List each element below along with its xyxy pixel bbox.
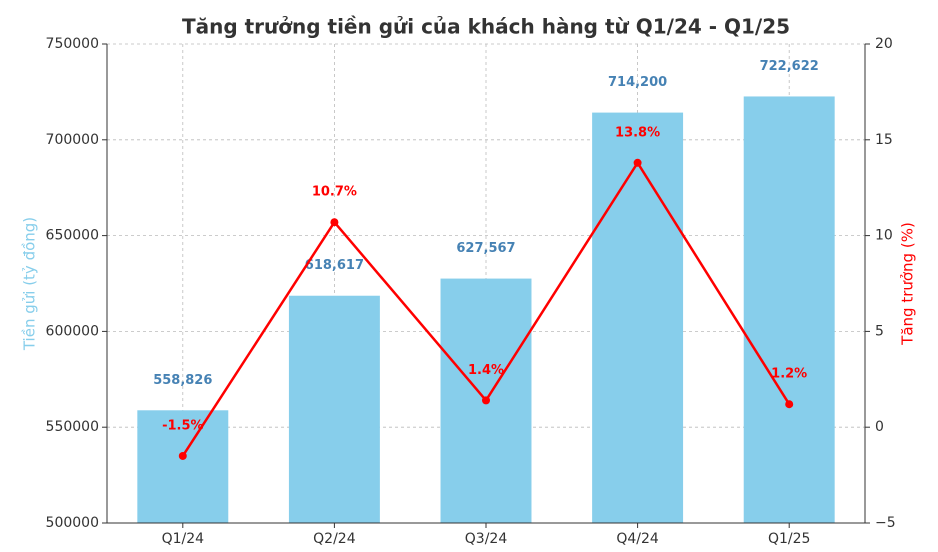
- line-point: [330, 218, 339, 227]
- x-tick-label: Q1/24: [162, 531, 205, 547]
- x-tick-label: Q2/24: [313, 531, 356, 547]
- bar-value-label: 722,622: [760, 59, 819, 74]
- line-value-label: 13.8%: [615, 125, 660, 140]
- line-point: [482, 396, 490, 405]
- bar: [137, 410, 229, 523]
- y-tick-label: 650000: [46, 228, 99, 244]
- line-value-label: 1.4%: [468, 363, 504, 378]
- y2-tick-label: 5: [875, 323, 884, 339]
- y-axis-label: Tiền gửi (tỷ đồng): [21, 217, 39, 351]
- line-value-label: 1.2%: [771, 367, 807, 382]
- y-tick-label: 550000: [46, 419, 99, 435]
- y-tick-label: 750000: [46, 36, 99, 52]
- line-value-label: -1.5%: [162, 418, 203, 433]
- line-point: [178, 451, 187, 460]
- y2-axis-label: Tăng trưởng (%): [899, 222, 917, 346]
- y2-tick-label: 10: [875, 228, 893, 244]
- chart-title: Tăng trưởng tiền gửi của khách hàng từ Q…: [182, 15, 790, 39]
- bar: [288, 295, 380, 523]
- bar: [743, 96, 835, 524]
- bar-value-label: 714,200: [608, 75, 667, 90]
- line-value-label: 10.7%: [312, 185, 357, 200]
- bar-value-label: 627,567: [456, 241, 515, 256]
- line-point: [633, 158, 642, 167]
- bar: [592, 112, 684, 523]
- y2-tick-label: −5: [875, 515, 896, 531]
- y-tick-label: 700000: [46, 132, 99, 148]
- line-point: [785, 400, 794, 409]
- x-tick-label: Q4/24: [616, 531, 659, 547]
- x-tick-label: Q3/24: [465, 531, 508, 547]
- y2-tick-label: 20: [875, 36, 893, 52]
- y2-tick-label: 0: [875, 419, 884, 435]
- bar-value-label: 618,617: [305, 258, 364, 273]
- y-tick-label: 500000: [46, 515, 99, 531]
- bar-value-label: 558,826: [153, 373, 212, 388]
- y-tick-label: 600000: [46, 323, 99, 339]
- x-tick-label: Q1/25: [768, 531, 810, 547]
- y2-tick-label: 15: [875, 132, 893, 148]
